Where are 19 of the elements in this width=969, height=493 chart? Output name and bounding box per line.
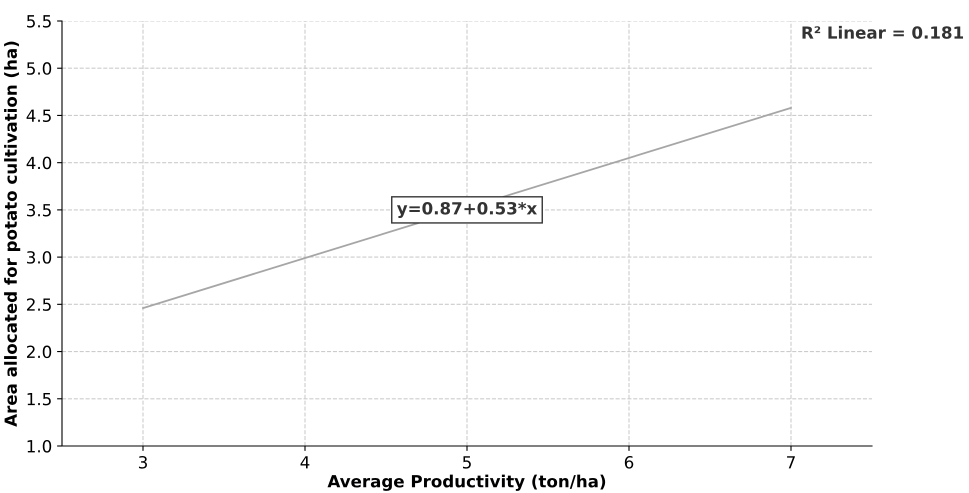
y-tick-label: 1.5 — [28, 392, 51, 406]
x-tick-label: 3 — [138, 456, 147, 469]
y-tick-label: 4.5 — [26, 110, 51, 122]
x-tick-label: 6 — [624, 456, 634, 469]
x-tick-label: 4 — [300, 456, 310, 468]
annotation: R² Linear = 0.181 — [802, 26, 964, 39]
y-tick-label: 3.5 — [27, 204, 51, 216]
y-tick-label: 2.0 — [26, 346, 52, 358]
y-tick-label: 5.5 — [27, 15, 51, 28]
y-axis-title: Area allocated for potato cultivation (ha) — [4, 42, 20, 427]
y-tick-label: 4.0 — [26, 156, 52, 170]
y-tick-label: 1.0 — [28, 440, 52, 453]
y-tick-label: 5.0 — [27, 62, 52, 75]
y-tick-label: 2.5 — [26, 298, 51, 311]
annotation: y=0.87+0.53*x — [396, 202, 537, 218]
x-axis-title: Average Productivity (ton/ha) — [328, 474, 606, 491]
y-tick-label: 3.0 — [27, 251, 52, 264]
x-tick-label: 5 — [462, 456, 471, 469]
x-tick-label: 7 — [787, 456, 795, 468]
